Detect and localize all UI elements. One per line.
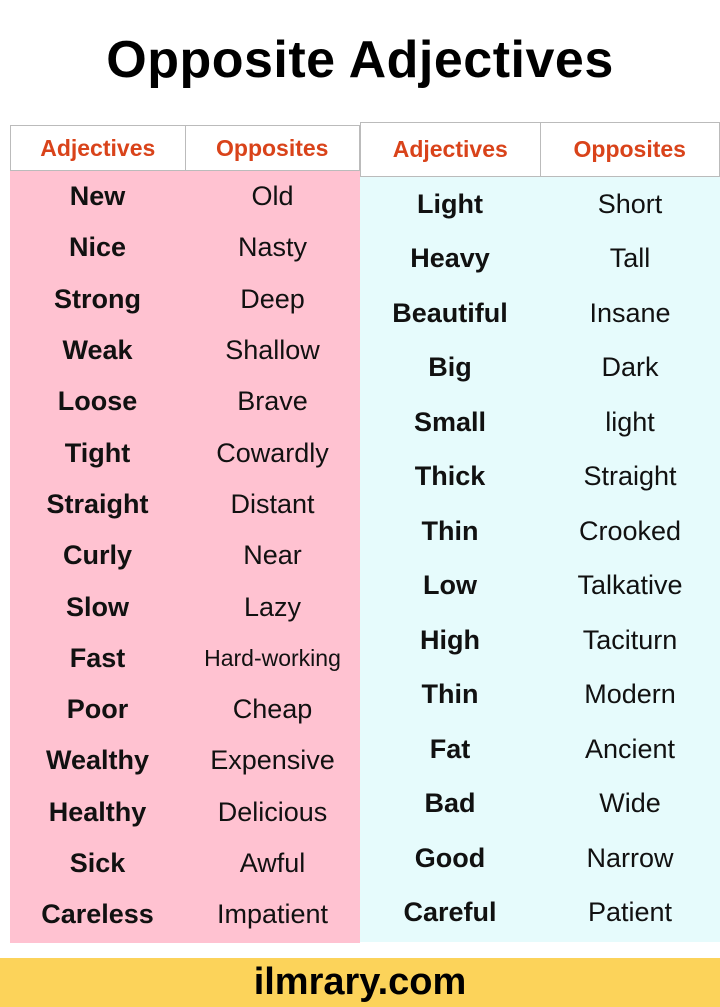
table-row: Wealthy Expensive (10, 735, 360, 786)
table-row: Careless Impatient (10, 889, 360, 940)
adjective-cell: Straight (46, 488, 149, 519)
table-row: Fast Hard-working (10, 633, 360, 684)
table-row: Loose Brave (10, 376, 360, 427)
opposite-cell: Lazy (243, 591, 302, 622)
opposite-cell: Expensive (210, 745, 335, 776)
opposite-cell: Wide (599, 788, 661, 819)
table-row: Thick Straight (360, 450, 720, 505)
table-row: Poor Cheap (10, 684, 360, 735)
table-row: Weak Shallow (10, 325, 360, 376)
table-row: Light Short (360, 177, 720, 232)
table-row: Small light (360, 395, 720, 450)
adjective-cell: Good (414, 842, 486, 873)
table-row: Tight Cowardly (10, 427, 360, 478)
opposite-cell: Cheap (232, 694, 313, 725)
adjective-cell: Fast (69, 642, 126, 673)
opposite-cell: Ancient (584, 733, 676, 764)
opposite-cell: Distant (230, 488, 315, 519)
opposite-cell: Near (243, 540, 302, 571)
footer-website: ilmrary.com (0, 958, 720, 1007)
adjective-cell: High (420, 624, 480, 655)
opposite-cell: Modern (584, 679, 676, 710)
adjective-cell: Weak (62, 335, 133, 366)
table-header: Adjectives Opposites (360, 122, 720, 177)
table-body: Light Short Heavy Tall Beautiful Insane Big Dar… (360, 177, 720, 942)
adjective-cell: Slow (65, 591, 129, 622)
adjective-cell: Curly (62, 540, 133, 571)
table-row: Beautiful Insane (360, 286, 720, 341)
adjective-cell: Heavy (410, 243, 490, 274)
table-header: Adjectives Opposites (10, 125, 360, 171)
table-row: New Old (10, 171, 360, 222)
header-opposites: Opposites (573, 136, 686, 162)
table-body: New Old Nice Nasty Strong Deep Weak Shallow Loos… (10, 171, 360, 943)
page-title: Opposite Adjectives (106, 31, 614, 89)
adjective-cell: New (69, 181, 126, 212)
adjective-cell: Nice (68, 232, 127, 263)
adjective-cell: Sick (69, 848, 126, 878)
table-row: Nice Nasty (10, 222, 360, 273)
adjective-cell: Careless (41, 899, 154, 930)
table-row: Low Talkative (360, 559, 720, 614)
table-row: Good Narrow (360, 831, 720, 886)
opposite-cell: Patient (587, 897, 673, 928)
header-adjectives: Adjectives (361, 123, 541, 176)
adjective-cell: Beautiful (392, 297, 508, 328)
adjective-cell: Wealthy (45, 745, 150, 776)
adjective-cell: Loose (57, 386, 138, 417)
opposite-cell: Insane (589, 297, 671, 328)
table-row: Heavy Tall (360, 232, 720, 287)
adjective-cell: Tight (64, 437, 131, 468)
adjective-cell: Small (413, 406, 487, 437)
adjective-cell: Fat (429, 733, 471, 764)
adjective-cell: Thick (414, 461, 486, 492)
opposite-cell: Short (597, 188, 663, 219)
opposite-cell: Taciturn (582, 624, 678, 655)
adjective-cell: Strong (54, 283, 141, 314)
opposite-cell: Narrow (586, 842, 674, 873)
adjective-cell: Thin (421, 515, 479, 546)
table-row: Sick Awful (10, 838, 360, 889)
opposite-cell: Nasty (237, 232, 308, 263)
table-row: Healthy Delicious (10, 787, 360, 838)
table-row: High Taciturn (360, 613, 720, 668)
opposite-cell: Old (251, 181, 294, 212)
opposite-cell: Awful (239, 848, 306, 878)
table-row: Straight Distant (10, 479, 360, 530)
opposite-cell: Tall (609, 243, 651, 274)
adjective-cell: Thin (421, 679, 479, 710)
table-row: Bad Wide (360, 777, 720, 832)
adjective-cell: Low (423, 570, 477, 601)
opposite-cell: Talkative (577, 570, 683, 601)
opposite-cell: Cowardly (216, 437, 329, 468)
opposite-cell: Hard-working (204, 644, 341, 671)
adjective-cell: Careful (403, 897, 497, 928)
opposite-cell: Delicious (217, 796, 328, 827)
adjective-cell: Poor (66, 694, 129, 725)
table-row: Careful Patient (360, 886, 720, 941)
opposite-cell: Deep (240, 283, 305, 314)
table-row: Slow Lazy (10, 581, 360, 632)
table-row: Thin Crooked (360, 504, 720, 559)
table-row: Curly Near (10, 530, 360, 581)
table-row: Big Dark (360, 341, 720, 396)
adjective-cell: Healthy (48, 796, 147, 827)
opposite-cell: Shallow (225, 335, 320, 366)
adjective-cell: Light (417, 188, 483, 219)
header-adjectives: Adjectives (11, 126, 186, 170)
opposite-cell: Brave (237, 386, 308, 417)
right-table: Adjectives Opposites Light Short Heavy Tall… (360, 122, 720, 942)
header-opposites: Opposites (216, 134, 329, 161)
adjective-cell: Big (428, 352, 472, 383)
left-table: Adjectives Opposites New Old Nice Nasty Stro… (10, 125, 360, 943)
table-row: Fat Ancient (360, 722, 720, 777)
adjective-cell: Bad (424, 788, 476, 819)
opposite-cell: Straight (583, 461, 677, 492)
opposite-cell: Impatient (216, 899, 329, 930)
opposite-cell: Crooked (578, 515, 682, 546)
table-row: Strong Deep (10, 274, 360, 325)
table-row: Thin Modern (360, 668, 720, 723)
opposite-cell: light (605, 406, 655, 437)
opposite-cell: Dark (601, 352, 659, 383)
